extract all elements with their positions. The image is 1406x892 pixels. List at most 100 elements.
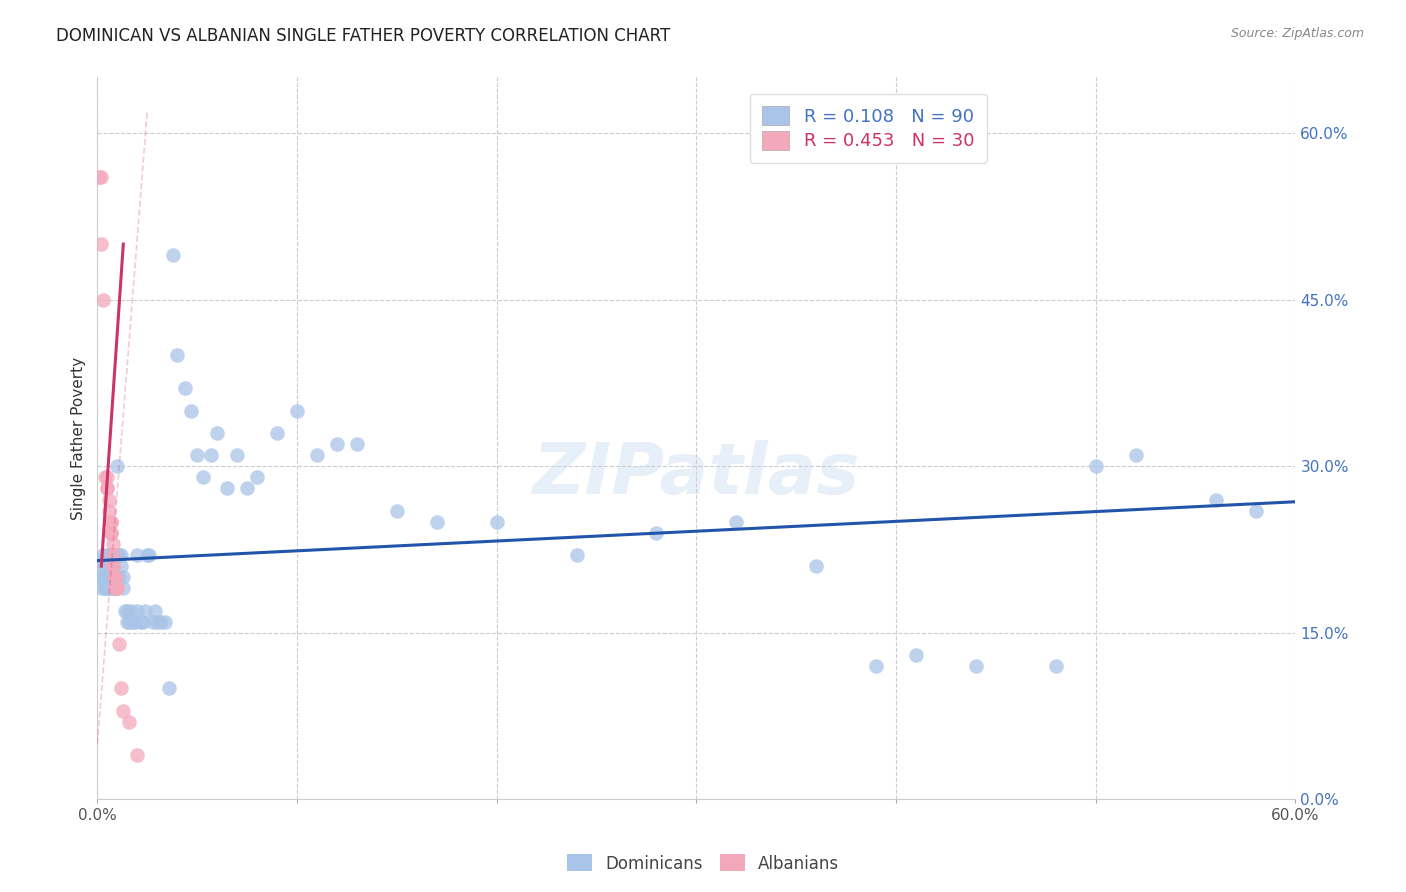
Point bbox=[100, 515, 122, 529]
Text: DOMINICAN VS ALBANIAN SINGLE FATHER POVERTY CORRELATION CHART: DOMINICAN VS ALBANIAN SINGLE FATHER POVE… bbox=[56, 27, 671, 45]
Point bbox=[193, 470, 215, 484]
Point bbox=[118, 714, 141, 729]
Point bbox=[96, 470, 118, 484]
Point bbox=[136, 548, 159, 562]
Point bbox=[105, 582, 128, 596]
Point bbox=[326, 437, 349, 451]
Point bbox=[96, 482, 118, 496]
Point bbox=[90, 582, 112, 596]
Point bbox=[94, 570, 117, 584]
Point bbox=[385, 503, 408, 517]
Point bbox=[98, 559, 121, 574]
Point bbox=[142, 615, 165, 629]
Point bbox=[127, 548, 149, 562]
Point bbox=[426, 515, 449, 529]
Point bbox=[105, 459, 128, 474]
Point bbox=[127, 747, 149, 762]
Point bbox=[98, 570, 121, 584]
Text: ZIPatlas: ZIPatlas bbox=[533, 440, 860, 509]
Point bbox=[138, 548, 160, 562]
Point bbox=[104, 570, 127, 584]
Point bbox=[93, 570, 115, 584]
Point bbox=[96, 548, 118, 562]
Point bbox=[186, 448, 208, 462]
Point bbox=[200, 448, 222, 462]
Point bbox=[174, 381, 197, 395]
Point bbox=[90, 170, 112, 185]
Point bbox=[105, 548, 128, 562]
Point bbox=[110, 559, 132, 574]
Y-axis label: Single Father Poverty: Single Father Poverty bbox=[72, 357, 86, 520]
Point bbox=[305, 448, 328, 462]
Point bbox=[96, 570, 118, 584]
Point bbox=[100, 525, 122, 540]
Point bbox=[162, 248, 184, 262]
Point bbox=[94, 582, 117, 596]
Point bbox=[104, 570, 127, 584]
Point bbox=[127, 604, 149, 618]
Point bbox=[205, 425, 228, 440]
Point bbox=[98, 503, 121, 517]
Point bbox=[110, 548, 132, 562]
Point bbox=[90, 237, 112, 252]
Point bbox=[217, 482, 239, 496]
Point bbox=[96, 482, 118, 496]
Point bbox=[108, 637, 131, 651]
Point bbox=[103, 548, 125, 562]
Point bbox=[110, 681, 132, 696]
Point bbox=[100, 570, 122, 584]
Point bbox=[89, 554, 111, 568]
Point bbox=[98, 570, 121, 584]
Point bbox=[104, 570, 127, 584]
Point bbox=[150, 615, 173, 629]
Point bbox=[117, 615, 139, 629]
Point bbox=[90, 570, 112, 584]
Point bbox=[155, 615, 177, 629]
Point bbox=[103, 582, 125, 596]
Point bbox=[100, 515, 122, 529]
Point bbox=[105, 570, 128, 584]
Point bbox=[1205, 492, 1227, 507]
Point bbox=[112, 704, 135, 718]
Point bbox=[103, 559, 125, 574]
Point bbox=[96, 582, 118, 596]
Point bbox=[1244, 503, 1267, 517]
Point bbox=[105, 582, 128, 596]
Point bbox=[865, 659, 887, 673]
Point bbox=[104, 570, 127, 584]
Point bbox=[93, 570, 115, 584]
Point bbox=[93, 293, 115, 307]
Point bbox=[94, 559, 117, 574]
Point bbox=[103, 548, 125, 562]
Point bbox=[98, 548, 121, 562]
Point bbox=[124, 615, 146, 629]
Point bbox=[129, 615, 152, 629]
Point bbox=[1125, 448, 1147, 462]
Legend: Dominicans, Albanians: Dominicans, Albanians bbox=[561, 847, 845, 880]
Point bbox=[157, 681, 180, 696]
Point bbox=[100, 582, 122, 596]
Legend: R = 0.108   N = 90, R = 0.453   N = 30: R = 0.108 N = 90, R = 0.453 N = 30 bbox=[749, 94, 987, 163]
Point bbox=[226, 448, 249, 462]
Point bbox=[166, 348, 188, 362]
Point bbox=[90, 559, 112, 574]
Point bbox=[104, 582, 127, 596]
Point bbox=[100, 525, 122, 540]
Point bbox=[346, 437, 368, 451]
Point bbox=[285, 403, 308, 417]
Point bbox=[94, 470, 117, 484]
Point bbox=[103, 537, 125, 551]
Point bbox=[104, 582, 127, 596]
Point bbox=[485, 515, 508, 529]
Point bbox=[180, 403, 202, 417]
Point bbox=[89, 170, 111, 185]
Point bbox=[965, 659, 987, 673]
Point bbox=[114, 604, 136, 618]
Point bbox=[108, 548, 131, 562]
Point bbox=[806, 559, 828, 574]
Point bbox=[118, 615, 141, 629]
Point bbox=[108, 570, 131, 584]
Point bbox=[143, 604, 166, 618]
Point bbox=[1084, 459, 1107, 474]
Point bbox=[134, 604, 156, 618]
